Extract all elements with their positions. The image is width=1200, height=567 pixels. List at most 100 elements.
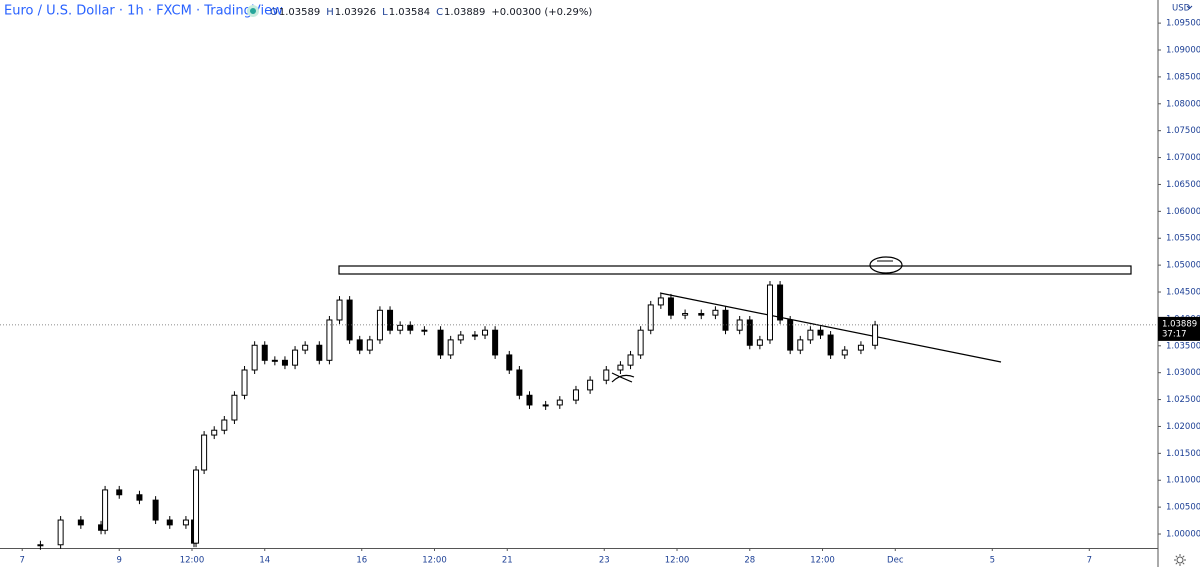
candle-body bbox=[807, 329, 814, 341]
ohlc-key: O bbox=[270, 7, 278, 18]
x-tick-label: 9 bbox=[117, 556, 122, 566]
ohlc-key: L bbox=[382, 7, 388, 18]
candle-body bbox=[193, 469, 200, 544]
candle-body bbox=[457, 334, 464, 341]
ohlc-value: 1.03889 bbox=[444, 7, 485, 18]
drawn-ellipse[interactable] bbox=[869, 256, 903, 274]
candle-body bbox=[271, 359, 278, 362]
ohlc-value: 1.03589 bbox=[279, 7, 320, 18]
candle-body bbox=[556, 399, 563, 406]
candle-body bbox=[627, 354, 634, 366]
candle-body bbox=[136, 494, 143, 501]
drawn-cross[interactable] bbox=[611, 372, 635, 383]
y-tick-label: 1.05000 bbox=[1166, 261, 1200, 271]
change: +0.00300 (+0.29%) bbox=[491, 7, 592, 18]
y-tick-label: 1.03500 bbox=[1166, 341, 1200, 351]
candle-body bbox=[407, 324, 414, 331]
x-tick-label: 5 bbox=[990, 556, 995, 566]
candle-body bbox=[712, 309, 719, 316]
settings-icon[interactable] bbox=[1174, 554, 1186, 566]
y-tick-label: 1.00500 bbox=[1166, 503, 1200, 513]
y-tick-label: 1.08500 bbox=[1166, 72, 1200, 82]
ohlc-value: 1.03926 bbox=[335, 7, 376, 18]
candle-body bbox=[421, 329, 428, 332]
candle-body bbox=[152, 499, 159, 521]
drawn-rectangle[interactable] bbox=[338, 265, 1132, 275]
candle-body bbox=[667, 297, 674, 316]
candle-body bbox=[336, 299, 343, 321]
x-tick-label: 7 bbox=[1087, 556, 1092, 566]
countdown: 37:17 bbox=[1162, 329, 1187, 339]
candle-body bbox=[281, 359, 288, 366]
currency-caret bbox=[1186, 5, 1193, 10]
candle-body bbox=[182, 519, 189, 526]
candle-body bbox=[817, 329, 824, 336]
candle-body bbox=[437, 329, 444, 356]
candle-body bbox=[356, 339, 363, 351]
candle-body bbox=[603, 369, 610, 381]
candle-body bbox=[387, 309, 394, 331]
candle-body bbox=[841, 349, 848, 356]
x-tick-label: 7 bbox=[20, 556, 25, 566]
status-dot bbox=[250, 8, 256, 14]
candle-body bbox=[57, 519, 64, 546]
y-tick-label: 1.01000 bbox=[1166, 476, 1200, 486]
candle-body bbox=[241, 369, 248, 396]
candle-body bbox=[102, 489, 109, 531]
candle-body bbox=[116, 489, 123, 496]
candle-body bbox=[447, 339, 454, 356]
candle-body bbox=[516, 369, 523, 396]
x-tick-label: 12:00 bbox=[180, 556, 205, 566]
candle-body bbox=[637, 329, 644, 356]
ohlc-key: C bbox=[436, 7, 443, 18]
candle-body bbox=[542, 404, 549, 407]
candle-body bbox=[657, 297, 664, 306]
y-tick-label: 1.00000 bbox=[1166, 530, 1200, 540]
candle-body bbox=[366, 339, 373, 351]
candle-body bbox=[292, 349, 299, 366]
y-tick-label: 1.05500 bbox=[1166, 234, 1200, 244]
x-tick-label: 12:00 bbox=[810, 556, 835, 566]
candle-body bbox=[376, 309, 383, 341]
y-tick-label: 1.07500 bbox=[1166, 126, 1200, 136]
candle-body bbox=[857, 344, 864, 351]
y-tick-label: 1.09500 bbox=[1166, 19, 1200, 29]
candle-body bbox=[261, 344, 268, 361]
candle-body bbox=[526, 394, 533, 406]
candle-body bbox=[492, 329, 499, 356]
candle-body bbox=[722, 309, 729, 331]
candle-body bbox=[37, 544, 44, 547]
candle-body bbox=[872, 324, 879, 346]
candle-body bbox=[166, 519, 173, 526]
y-tick-label: 1.04500 bbox=[1166, 288, 1200, 298]
candle-body bbox=[231, 394, 238, 421]
candle-body bbox=[346, 299, 353, 341]
candle-body bbox=[617, 364, 624, 371]
candle-body bbox=[482, 329, 489, 336]
candle-body bbox=[777, 284, 784, 321]
x-tick-label: 21 bbox=[502, 556, 513, 566]
candle-body bbox=[647, 304, 654, 331]
ohlc-value: 1.03584 bbox=[389, 7, 430, 18]
candle-body bbox=[326, 319, 333, 361]
candle-body bbox=[797, 339, 804, 351]
ohlc-key: H bbox=[326, 7, 334, 18]
x-tick-label: 12:00 bbox=[665, 556, 690, 566]
candle-body bbox=[397, 324, 404, 331]
candle-body bbox=[77, 519, 84, 526]
x-tick-label: Dec bbox=[887, 556, 904, 566]
x-tick-label: 28 bbox=[744, 556, 755, 566]
candle-body bbox=[302, 344, 309, 351]
drawn-trendline[interactable] bbox=[659, 292, 1002, 363]
x-tick-label: 12:00 bbox=[422, 556, 447, 566]
candle-body bbox=[787, 319, 794, 351]
y-tick-label: 1.01500 bbox=[1166, 449, 1200, 459]
last-price-label: 1.03889 bbox=[1162, 319, 1197, 329]
y-tick-label: 1.06000 bbox=[1166, 207, 1200, 217]
candle-body bbox=[587, 379, 594, 391]
x-tick-label: 16 bbox=[356, 556, 367, 566]
last-price-box bbox=[1158, 316, 1200, 341]
y-tick-label: 1.09000 bbox=[1166, 46, 1200, 56]
